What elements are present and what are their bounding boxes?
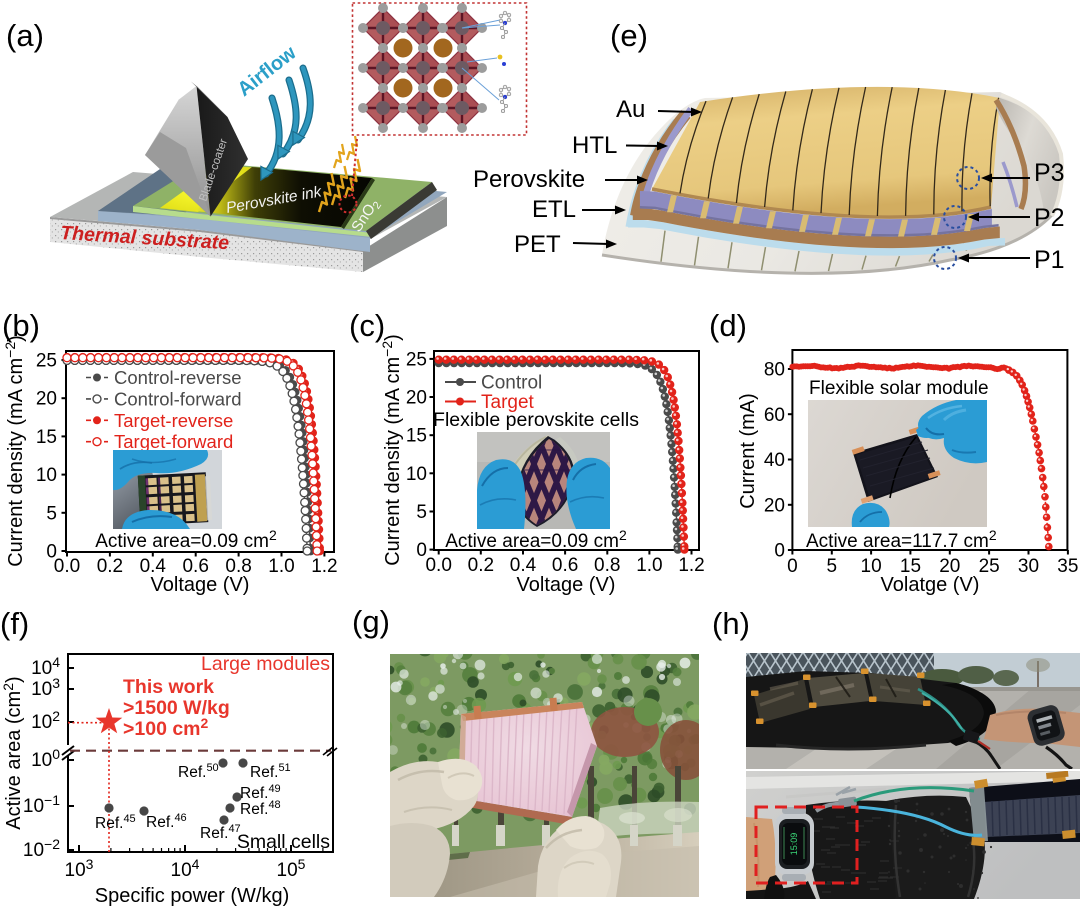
svg-text:Voltage (V): Voltage (V) [517, 574, 616, 596]
svg-text:Control: Control [481, 373, 542, 394]
svg-text:0: 0 [416, 540, 427, 561]
svg-text:Flexible perovskite cells: Flexible perovskite cells [433, 409, 639, 431]
svg-text:0.4: 0.4 [510, 555, 537, 576]
svg-text:>100 cm2: >100 cm2 [123, 715, 209, 740]
svg-text:P1: P1 [1034, 246, 1065, 274]
svg-text:25: 25 [36, 351, 57, 372]
svg-text:103: 103 [65, 856, 94, 881]
svg-text:20: 20 [764, 495, 785, 516]
svg-text:HTL: HTL [572, 132, 617, 159]
svg-text:Current density (mA cm−2): Current density (mA cm−2) [2, 335, 27, 567]
svg-text:5: 5 [46, 503, 57, 524]
svg-text:10: 10 [406, 464, 427, 485]
svg-text:0.6: 0.6 [552, 555, 578, 576]
svg-text:0: 0 [774, 541, 785, 562]
svg-text:PET: PET [514, 231, 561, 258]
svg-text:102: 102 [31, 708, 60, 733]
svg-text:10: 10 [36, 465, 57, 486]
svg-text:1.0: 1.0 [268, 556, 294, 577]
svg-text:103: 103 [31, 675, 60, 700]
svg-text:P2: P2 [1034, 204, 1065, 232]
svg-text:20: 20 [406, 388, 427, 409]
svg-text:0.6: 0.6 [182, 556, 208, 577]
svg-text:0.4: 0.4 [140, 556, 167, 577]
svg-text:15: 15 [900, 556, 921, 577]
svg-text:0.8: 0.8 [225, 556, 251, 577]
svg-text:15: 15 [406, 426, 427, 447]
svg-text:This work: This work [123, 676, 214, 698]
svg-text:10−1: 10−1 [23, 792, 60, 817]
svg-text:Active area (cm2): Active area (cm2) [0, 676, 25, 829]
svg-text:15: 15 [36, 427, 57, 448]
svg-text:Flexible solar module: Flexible solar module [809, 378, 989, 399]
svg-text:0.2: 0.2 [468, 555, 494, 576]
svg-text:Ref.46: Ref.46 [146, 812, 187, 831]
svg-text:Small cells: Small cells [237, 831, 330, 853]
svg-text:15:09: 15:09 [789, 833, 799, 856]
svg-text:Active area=0.09 cm2: Active area=0.09 cm2 [445, 527, 627, 552]
svg-text:Active area=0.09 cm2: Active area=0.09 cm2 [95, 527, 277, 552]
svg-text:Ref.51: Ref.51 [250, 762, 291, 781]
svg-text:20: 20 [939, 556, 960, 577]
svg-text:Ref.47: Ref.47 [200, 823, 241, 842]
svg-text:0.2: 0.2 [97, 556, 123, 577]
svg-text:35: 35 [1057, 556, 1078, 577]
svg-text:60: 60 [764, 405, 785, 426]
svg-text:Control-forward: Control-forward [114, 388, 242, 409]
svg-text:80: 80 [764, 360, 785, 381]
svg-text:Specific power (W/kg): Specific power (W/kg) [95, 885, 290, 907]
svg-text:25: 25 [406, 349, 427, 370]
svg-text:Active area=117.7 cm2: Active area=117.7 cm2 [806, 527, 997, 552]
svg-text:Target-reverse: Target-reverse [114, 410, 233, 431]
svg-text:104: 104 [171, 856, 200, 881]
svg-text:1.2: 1.2 [311, 556, 337, 577]
svg-text:100: 100 [31, 746, 60, 771]
svg-text:Large modules: Large modules [201, 653, 330, 675]
svg-text:Au: Au [616, 96, 645, 123]
svg-text:Volatge (V): Volatge (V) [881, 574, 980, 596]
svg-text:>1500 W/kg: >1500 W/kg [123, 697, 230, 719]
svg-text:25: 25 [979, 556, 1000, 577]
svg-text:Voltage (V): Voltage (V) [151, 574, 250, 596]
svg-text:Ref.45: Ref.45 [95, 813, 136, 832]
svg-text:20: 20 [36, 389, 57, 410]
svg-text:105: 105 [277, 856, 306, 881]
svg-text:30: 30 [1018, 556, 1039, 577]
svg-text:5: 5 [416, 502, 427, 523]
svg-text:40: 40 [764, 450, 785, 471]
svg-text:Target-forward: Target-forward [114, 431, 233, 452]
svg-text:Current (mA): Current (mA) [737, 393, 759, 509]
svg-text:P3: P3 [1034, 159, 1065, 187]
svg-text:10: 10 [861, 556, 882, 577]
svg-text:ETL: ETL [532, 196, 576, 223]
svg-text:0: 0 [787, 556, 798, 577]
svg-text:Ref.50: Ref.50 [178, 762, 219, 781]
svg-text:0.8: 0.8 [594, 555, 620, 576]
svg-text:Current density (mA cm−2): Current density (mA cm−2) [379, 334, 404, 566]
svg-text:5: 5 [826, 556, 837, 577]
svg-text:0.0: 0.0 [54, 556, 80, 577]
svg-text:1.2: 1.2 [678, 555, 704, 576]
svg-text:0.0: 0.0 [425, 555, 451, 576]
svg-text:Control-reverse: Control-reverse [114, 367, 242, 388]
svg-text:1.0: 1.0 [636, 555, 662, 576]
svg-text:Perovskite: Perovskite [473, 166, 585, 193]
svg-text:10−2: 10−2 [23, 836, 60, 861]
svg-text:Target: Target [481, 392, 535, 413]
svg-text:0: 0 [46, 542, 57, 563]
